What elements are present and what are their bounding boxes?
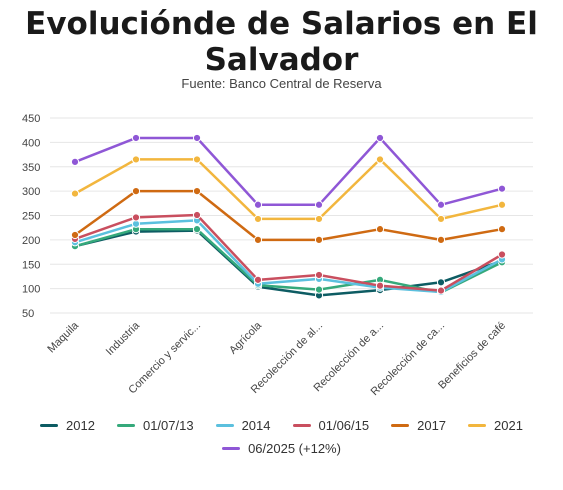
legend-swatch (222, 447, 241, 450)
series-3 (70, 210, 507, 295)
data-point[interactable] (253, 235, 263, 244)
y-tick-label: 200 (22, 235, 40, 247)
data-point[interactable] (375, 155, 385, 164)
legend-swatch (468, 424, 487, 427)
data-point[interactable] (253, 275, 263, 284)
data-point[interactable] (131, 155, 141, 164)
legend-swatch (215, 424, 234, 427)
data-point[interactable] (131, 133, 141, 143)
legend-row: 06/2025 (+12%) (0, 441, 563, 456)
data-point[interactable] (497, 250, 507, 259)
data-point[interactable] (192, 225, 202, 234)
legend-item[interactable]: 01/07/13 (116, 418, 194, 433)
chart-title: Evoluciónde de Salarios en El Salvador (25, 6, 538, 78)
legend-item[interactable]: 2014 (215, 418, 271, 433)
series-line (74, 213, 503, 292)
data-point[interactable] (375, 133, 385, 143)
x-tick-label: Maquila (45, 319, 81, 355)
legend-label: 01/07/13 (142, 418, 194, 433)
y-tick-label: 400 (22, 137, 40, 149)
legend-row: 2012 01/07/13 2014 01/06/15 2017 2021 (0, 418, 563, 433)
y-tick-label: 450 (22, 113, 40, 125)
series-line (74, 136, 503, 207)
data-point[interactable] (314, 235, 324, 244)
data-point[interactable] (70, 157, 80, 166)
data-point[interactable] (436, 278, 446, 287)
legend-swatch (292, 424, 311, 427)
series-line (74, 229, 503, 297)
chart-subtitle: Fuente: Banco Central de Reserva (181, 76, 382, 91)
x-tick-label: Agrícola (227, 319, 265, 357)
data-point[interactable] (314, 200, 324, 209)
legend-label: 2014 (241, 418, 271, 433)
data-point[interactable] (375, 225, 385, 234)
data-point[interactable] (314, 285, 324, 294)
legend-swatch (391, 424, 410, 427)
legend-item[interactable]: 2012 (40, 418, 95, 433)
series-line (74, 158, 503, 221)
data-point[interactable] (314, 270, 324, 280)
y-tick-label: 50 (22, 308, 34, 320)
data-point[interactable] (192, 133, 202, 143)
legend-label: 2021 (494, 418, 523, 433)
y-tick-label: 350 (22, 162, 40, 174)
y-axis-ticks: 50 100 150 200 250 300 350 400 450 (22, 113, 40, 320)
legend-label: 01/06/15 (318, 418, 370, 433)
data-point[interactable] (131, 187, 141, 196)
series-5 (70, 155, 507, 224)
legend-item[interactable]: 2021 (468, 418, 523, 433)
data-point[interactable] (497, 184, 507, 193)
data-point[interactable] (192, 155, 202, 164)
data-point[interactable] (436, 200, 446, 209)
series-lines (70, 133, 507, 300)
y-tick-label: 150 (22, 259, 40, 271)
data-point[interactable] (70, 189, 80, 198)
y-tick-label: 300 (22, 186, 40, 198)
legend-swatch (40, 424, 59, 427)
series-line (74, 189, 503, 242)
data-point[interactable] (436, 214, 446, 224)
y-tick-label: 250 (22, 211, 40, 223)
legend-label: 2017 (417, 418, 447, 433)
series-line (74, 219, 503, 294)
data-point[interactable] (375, 281, 385, 290)
x-tick-label: Industria (104, 319, 143, 358)
data-point[interactable] (253, 214, 263, 224)
data-point[interactable] (497, 200, 507, 209)
data-point[interactable] (131, 213, 141, 222)
data-point[interactable] (70, 230, 80, 240)
data-point[interactable] (436, 235, 446, 244)
data-point[interactable] (192, 210, 202, 220)
x-tick-label: Beneficios de café (436, 320, 508, 392)
data-point[interactable] (192, 187, 202, 196)
legend-label: 06/2025 (+12%) (248, 441, 341, 456)
data-point[interactable] (497, 225, 507, 234)
legend-label: 2012 (66, 418, 95, 433)
data-point[interactable] (253, 200, 263, 209)
series-6 (70, 133, 507, 209)
data-point[interactable] (436, 286, 446, 295)
y-tick-label: 100 (22, 284, 40, 296)
series-4 (70, 187, 507, 244)
legend-item[interactable]: 01/06/15 (292, 418, 370, 433)
legend-item[interactable]: 06/2025 (+12%) (222, 441, 341, 456)
legend-item[interactable]: 2017 (391, 418, 446, 433)
data-point[interactable] (314, 214, 324, 224)
legend: 2012 01/07/13 2014 01/06/15 2017 2021 06/2025… (0, 418, 563, 464)
legend-swatch (116, 424, 135, 427)
